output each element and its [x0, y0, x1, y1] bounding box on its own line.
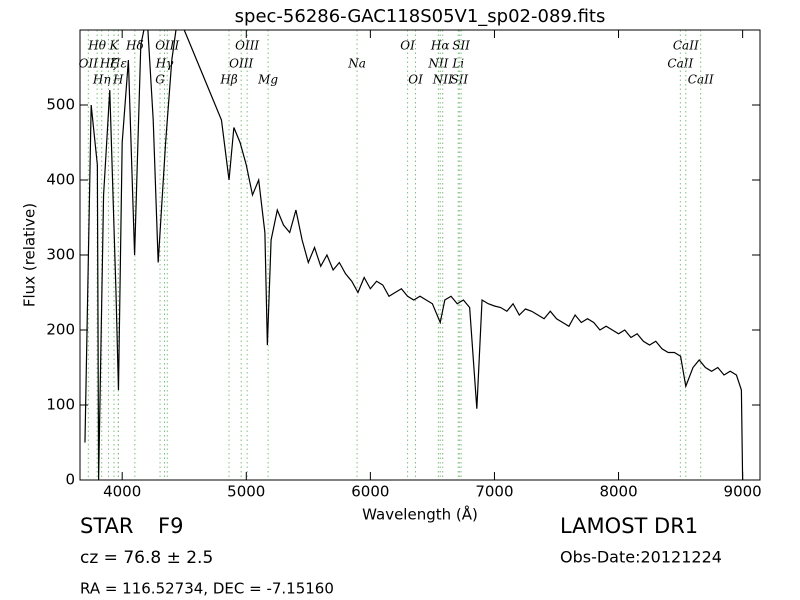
y-tick-label: 300 — [46, 246, 75, 264]
spectral-line-label: Hδ — [125, 39, 144, 53]
spectral-line-label: K — [109, 39, 120, 53]
spectral-line-label: Hθ — [87, 39, 106, 53]
spectral-line-label: OIII — [235, 39, 259, 53]
spectral-line-label: SII — [452, 39, 470, 53]
spectral-line-label: OII — [79, 57, 99, 71]
obs-date: Obs-Date:20121224 — [560, 548, 722, 567]
y-tick-label: 0 — [65, 471, 75, 489]
spectral-line-label: OI — [408, 73, 423, 87]
spectral-line-label: G — [155, 73, 165, 87]
spectral-line-label: Hε — [109, 57, 127, 71]
spectral-line-label: H — [112, 73, 124, 87]
spectral-line-label: OIII — [229, 57, 253, 71]
spectral-line-label: OIII — [155, 39, 179, 53]
x-tick-label: 8000 — [599, 483, 637, 501]
y-tick-label: 500 — [46, 96, 75, 114]
spectral-line-label: CaII — [667, 57, 693, 71]
spectral-line-label: SII — [450, 73, 468, 87]
object-class: STAR — [80, 514, 133, 538]
spectral-line-label: NII — [432, 73, 453, 87]
spectral-line-label: Hα — [430, 39, 450, 53]
chart-title: spec-56286-GAC118S05V1_sp02-089.fits — [235, 6, 606, 27]
x-axis-label: Wavelength (Å) — [362, 505, 478, 524]
subclass: F9 — [158, 514, 183, 538]
x-tick-label: 7000 — [475, 483, 513, 501]
spectral-line-label: Na — [347, 57, 366, 71]
spectral-line-label: Mg — [257, 73, 278, 87]
plot-frame — [79, 29, 761, 481]
survey: LAMOST DR1 — [560, 514, 698, 538]
redshift: cz = 76.8 ± 2.5 — [80, 548, 213, 568]
y-tick-label: 400 — [46, 171, 75, 189]
x-tick-label: 4000 — [103, 483, 141, 501]
x-tick-label: 6000 — [351, 483, 389, 501]
spectral-line-label: CaII — [673, 39, 699, 53]
y-tick-label: 100 — [46, 396, 75, 414]
spectral-line-label: Hβ — [219, 73, 237, 87]
spectral-line-label: CaII — [688, 73, 714, 87]
spectrum-line — [84, 30, 744, 480]
x-tick-label: 5000 — [227, 483, 265, 501]
y-tick-label: 200 — [46, 321, 75, 339]
spectral-line-label: NII — [427, 57, 448, 71]
spectral-line-label: Li — [451, 57, 464, 71]
y-axis-label: Flux (relative) — [21, 203, 39, 307]
spectral-line-label: Hη — [92, 73, 111, 87]
coordinates: RA = 116.52734, DEC = -7.15160 — [80, 580, 334, 598]
spectral-line-label: OI — [400, 39, 415, 53]
spectral-line-label: Hγ — [155, 57, 174, 71]
x-tick-label: 9000 — [724, 483, 762, 501]
